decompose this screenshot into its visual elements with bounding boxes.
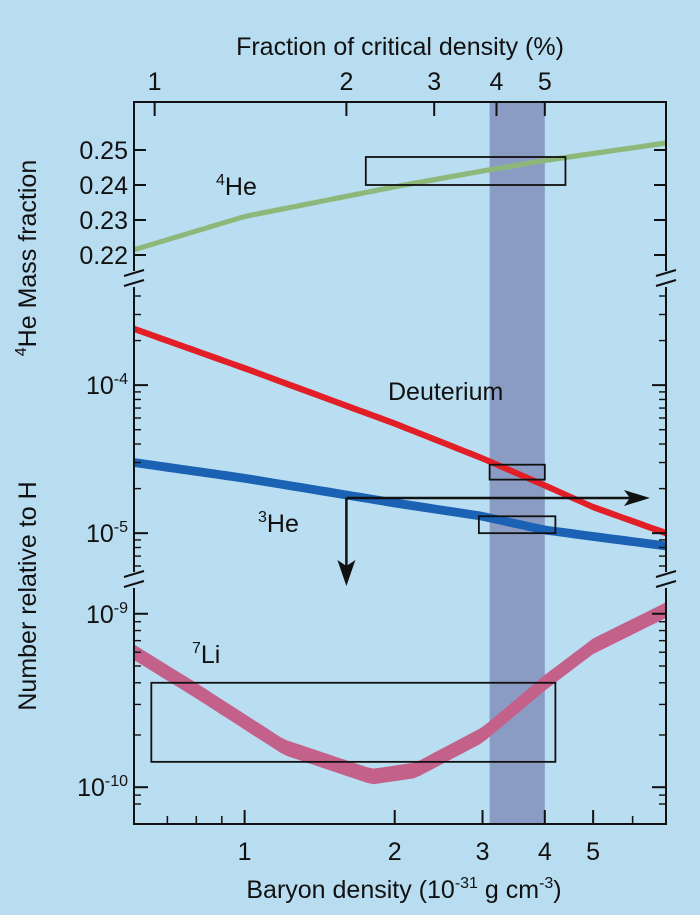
he3-observation-box: [477, 515, 557, 535]
upper-y-axis-title: 4He Mass fraction: [13, 160, 42, 356]
he4-label: 4He: [216, 172, 257, 201]
axis-break-mark: [655, 279, 677, 287]
axis-break-layer: [123, 269, 677, 588]
middle-y-tick-label-exponent: -4: [114, 371, 128, 388]
top-tick-label: 3: [427, 68, 441, 96]
x-axis-title-close: ): [553, 876, 561, 904]
x-tick-label: 4: [538, 838, 552, 866]
he3-label-name: He: [267, 510, 299, 538]
upper-y-tick-label: 0.23: [79, 207, 128, 235]
bottom-y-tick-label-exponent: -10: [105, 773, 128, 790]
x-axis-title-unit: g cm: [478, 876, 539, 904]
upper-y-tick-label: 0.22: [79, 242, 128, 270]
li7-observation-box: [150, 681, 557, 763]
x-tick-label: 1: [238, 838, 252, 866]
bottom-y-tick-label-base: 10: [86, 601, 114, 629]
axis-break-mark: [123, 580, 145, 588]
upper-y-axis-title-sup: 4: [13, 347, 30, 356]
axis-break-mark: [655, 580, 677, 588]
middle-y-tick-label-base: 10: [86, 520, 114, 548]
axis-break-mark: [655, 269, 677, 277]
he4-observation-box: [364, 156, 567, 186]
deuterium-curve: [134, 325, 666, 537]
li7-label: 7Li: [192, 640, 220, 669]
bottom-y-tick-label-base: 10: [77, 774, 105, 802]
deuterium-label: Deuterium: [388, 378, 503, 406]
bottom-y-tick-label: 10-10: [77, 773, 128, 802]
upper-y-axis-title-main: He Mass fraction: [14, 160, 42, 348]
axis-break-mark: [655, 570, 677, 578]
axis-break-mark: [123, 269, 145, 277]
series-layer: [134, 140, 666, 785]
upper-y-tick-label: 0.25: [79, 137, 128, 165]
x-tick-label: 5: [586, 838, 600, 866]
he4-label-sup: 4: [216, 172, 225, 189]
x-tick-label: 3: [476, 838, 490, 866]
top-tick-label: 2: [339, 68, 353, 96]
x-axis-title: Baryon density (10-31 g cm-3): [246, 875, 561, 904]
x-axis-title-main: Baryon density (10: [246, 876, 454, 904]
he4-curve: [134, 140, 666, 253]
deuterium-observation-box: [488, 463, 546, 481]
right-arrow-head: [623, 490, 650, 506]
down-arrow-head: [337, 560, 356, 586]
x-axis-title-exponent: -31: [455, 875, 478, 892]
upper-y-tick-label: 0.24: [79, 172, 128, 200]
he4-label-name: He: [225, 173, 257, 201]
he3-label-sup: 3: [258, 509, 267, 526]
tick-layer: 1 2 3 4 51 2 3 4 50.220.230.240.2510-510-410-101…: [77, 68, 667, 866]
x-axis-title-exponent-2: -3: [539, 875, 553, 892]
observation-box-layer: [150, 156, 567, 763]
li7-label-sup: 7: [192, 640, 201, 657]
top-tick-label: 1: [148, 68, 162, 96]
li7-label-name: Li: [201, 641, 220, 669]
he3-label: 3He: [258, 509, 299, 538]
lower-y-axis-title: Number relative to H: [14, 481, 42, 710]
plot-area: [134, 102, 666, 824]
axis-break-mark: [123, 279, 145, 287]
bottom-y-tick-label: 10-9: [86, 600, 128, 629]
top-tick-label: 4: [490, 68, 504, 96]
middle-y-tick-label-base: 10: [86, 372, 114, 400]
middle-y-tick-label: 10-4: [86, 371, 128, 400]
bottom-y-tick-label-exponent: -9: [114, 600, 128, 617]
limit-arrow-layer: [337, 490, 650, 586]
he3-curve: [134, 458, 666, 551]
middle-y-tick-label: 10-5: [86, 519, 128, 548]
axis-break-mark: [123, 570, 145, 578]
middle-y-tick-label-exponent: -5: [114, 519, 128, 536]
top-axis-title: Fraction of critical density (%): [236, 33, 564, 61]
top-tick-label: 5: [538, 68, 552, 96]
li7-curve: [134, 602, 666, 785]
x-tick-label: 2: [388, 838, 402, 866]
